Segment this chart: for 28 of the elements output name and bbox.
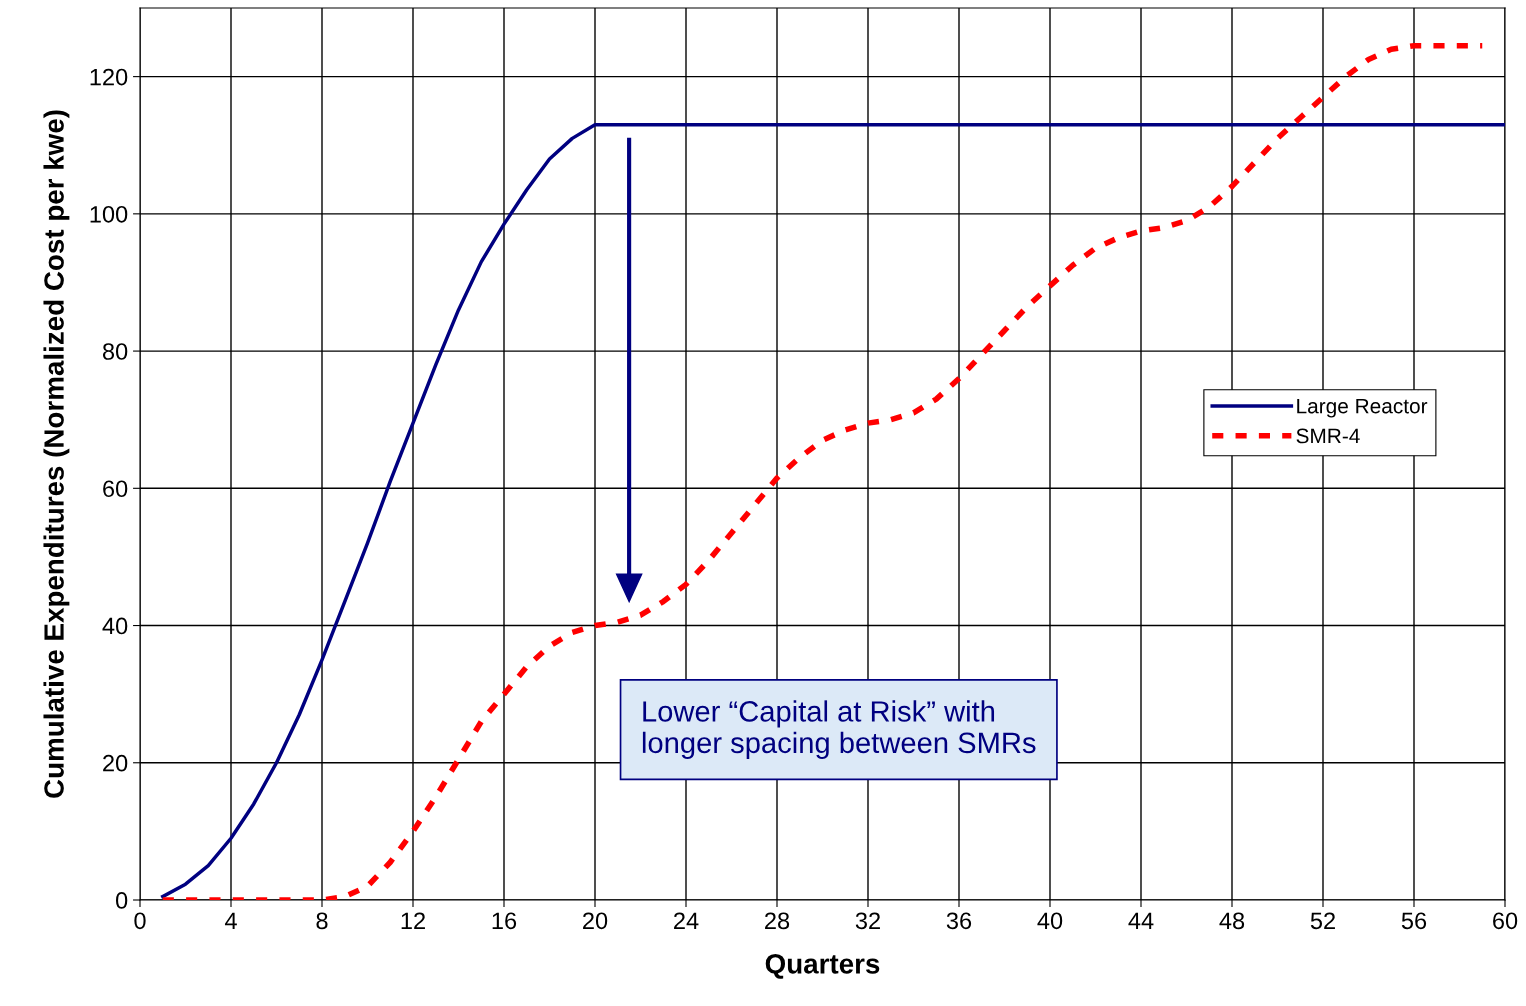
x-axis-title: Quarters — [765, 953, 880, 979]
x-tick-label: 28 — [765, 912, 790, 930]
y-tick-label: 40 — [102, 617, 128, 635]
x-tick-label: 0 — [134, 912, 146, 930]
y-tick-label: 60 — [103, 480, 128, 498]
y-tick-label: 20 — [103, 754, 128, 772]
x-tick-label: 52 — [1310, 912, 1335, 930]
legend-label: Large Reactor — [1297, 398, 1428, 418]
x-tick-label: 20 — [583, 912, 608, 930]
x-tick-label: 48 — [1219, 912, 1245, 930]
x-tick-label: 8 — [316, 912, 328, 930]
x-tick-label: 4 — [224, 912, 237, 929]
x-tick-label: 16 — [492, 912, 517, 930]
x-tick-label: 32 — [855, 912, 880, 930]
x-tick-label: 24 — [674, 912, 699, 929]
y-tick-label: 80 — [102, 343, 128, 360]
annotation: Lower “Capital at Risk” with longer spacing between SMRs — [642, 700, 1036, 759]
y-axis-title: Cumulative Expenditures (Normalized Cost per kwe) — [43, 110, 70, 798]
x-tick-label: 36 — [946, 912, 972, 930]
legend-label: SMR-4 — [1296, 428, 1360, 444]
x-tick-label: 60 — [1493, 912, 1518, 930]
x-tick-label: 12 — [401, 912, 425, 929]
x-tick-label: 44 — [1128, 912, 1154, 929]
y-tick-label: 0 — [115, 892, 128, 909]
y-tick-label: 120 — [90, 68, 128, 86]
x-tick-label: 40 — [1037, 912, 1063, 930]
y-tick-label: 100 — [90, 205, 128, 223]
x-tick-label: 56 — [1401, 912, 1427, 930]
